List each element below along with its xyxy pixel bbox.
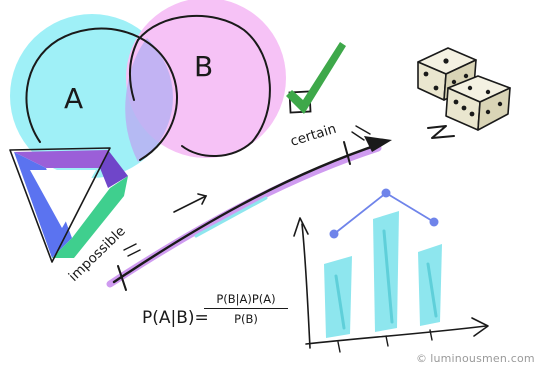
chart-y-axis-arrow — [293, 217, 309, 237]
chart-y-axis — [301, 223, 311, 349]
set-b-outline-inner — [128, 39, 139, 101]
chart-marks — [324, 188, 442, 353]
impossible-triangle-icon — [9, 147, 128, 263]
chart-line-point — [381, 188, 391, 198]
chart-x-tick — [429, 329, 433, 341]
dice-icon — [417, 47, 511, 139]
scale-tick-high — [343, 141, 351, 165]
bar-line-chart — [293, 188, 489, 353]
dice-shadow-scribble — [427, 125, 455, 139]
set-a-outline — [25, 27, 178, 161]
site-credit-text: luminousmen.com — [430, 352, 535, 365]
chart-x-tick — [385, 335, 389, 347]
formula-denominator: P(B) — [234, 312, 258, 326]
chart-x-axis-arrow — [471, 317, 489, 337]
set-a-label: A — [64, 82, 83, 115]
chart-bar-shade — [334, 274, 346, 330]
chart-bar — [373, 211, 399, 332]
bayes-formula: P(A|B)= P(B|A)P(A) P(B) — [142, 292, 302, 336]
motion-arrow-head — [197, 193, 208, 205]
formula-lhs: P(A|B)= — [142, 308, 209, 328]
checkmark-icon — [286, 42, 346, 114]
formula-numerator: P(B|A)P(A) — [204, 292, 288, 309]
scale-arrow-head — [364, 136, 392, 152]
certain-label: certain — [288, 121, 338, 150]
chart-x-axis — [305, 325, 487, 345]
site-credit: © luminousmen.com — [416, 352, 535, 365]
chart-bar-shade — [382, 229, 394, 324]
low-label-marks — [123, 243, 141, 257]
chart-line-point — [429, 217, 439, 227]
set-b-outline — [137, 14, 271, 157]
chart-line-point — [329, 229, 339, 239]
copyright-icon: © — [416, 352, 428, 365]
speed-stroke — [194, 196, 268, 238]
scale-tick-low — [117, 265, 127, 291]
venn-diagram: A B — [10, 0, 286, 178]
high-label-marks — [351, 125, 371, 141]
set-b-label: B — [194, 50, 213, 83]
chart-x-tick — [337, 341, 341, 353]
intersection-fill — [125, 38, 173, 162]
motion-stroke — [173, 195, 207, 213]
formula-fraction: P(B|A)P(A) P(B) — [204, 292, 288, 326]
scale-arrow-line — [112, 140, 388, 284]
chart-bar-shade — [426, 262, 438, 318]
